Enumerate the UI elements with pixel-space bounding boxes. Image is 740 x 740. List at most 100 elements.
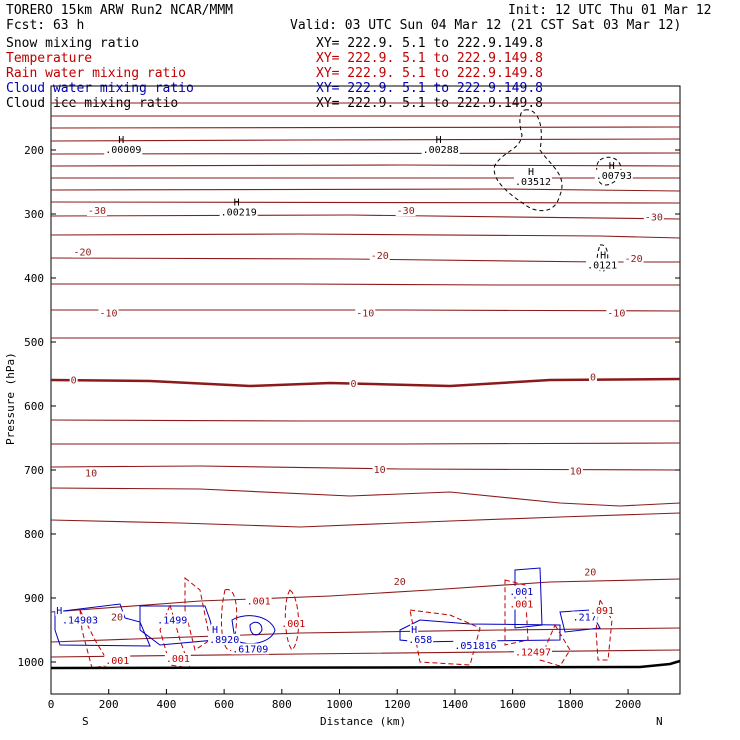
isotherm-label-bg (372, 464, 387, 476)
legend-cloud-water-label: Cloud water mixing ratio (6, 81, 194, 96)
isotherm-label-bg (583, 566, 598, 578)
cloud-water-label: .1499 (157, 616, 187, 627)
isotherm-label-bg (606, 307, 627, 319)
rain-label: .001 (509, 600, 533, 611)
isotherm-line (50, 487, 681, 507)
isotherm-label: 10 (374, 465, 386, 476)
snow-max-label-bg (421, 144, 460, 156)
contour-labels: -30 -30 -30 -20 -20 -20 -10 -10 -10 0 0 0 10 10 10 20 20… (55, 135, 664, 667)
cloud-water-label-bg (231, 643, 270, 655)
legend-cloud-water-xy: XY= 222.9. 5.1 to 222.9.149.8 (316, 81, 543, 96)
y-tick-label: 500 (24, 336, 44, 349)
snow-max-label: .0121 (587, 260, 617, 271)
cloud-water-label-bg (60, 614, 99, 626)
x-axis-title: Distance (km) (320, 715, 406, 728)
snow-max-label: .00793 (596, 171, 632, 182)
x-tick-label: 600 (214, 698, 234, 711)
valid-time: Valid: 03 UTC Sun 04 Mar 12 (21 CST Sat … (290, 18, 681, 33)
isotherm-label-bg (86, 205, 107, 216)
isotherm-label-bg (623, 253, 644, 264)
ground-line (50, 659, 681, 670)
rain-label-bg (513, 646, 552, 658)
isotherm-line (50, 164, 681, 167)
cloud-water-contour (231, 615, 276, 645)
x-tick-label: 2000 (615, 698, 642, 711)
isotherm-label-bg (98, 307, 119, 319)
isotherm-line (50, 419, 680, 422)
isotherm-label: -30 (645, 212, 663, 223)
isotherm-label: 20 (111, 612, 123, 623)
legend-temperature-label: Temperature (6, 51, 92, 66)
isotherm-line (50, 578, 681, 613)
cloud-water-label: .658 (408, 635, 432, 646)
rain-label: .001 (281, 619, 305, 630)
cloud-water-label-bg (571, 611, 598, 623)
rain-label: .091 (590, 606, 614, 617)
isotherm-label: -10 (356, 308, 374, 319)
y-tick-label: 200 (24, 144, 44, 157)
rain-contour (539, 623, 571, 667)
isotherm-label: -30 (397, 206, 415, 217)
isotherm-line (50, 233, 681, 239)
isotherm-label: -20 (371, 251, 389, 262)
legend: Snow mixing ratio XY= 222.9. 5.1 to 222.… (6, 36, 543, 111)
snow-contour (596, 156, 622, 186)
maximum-marker: H (609, 161, 615, 172)
isotherm-line (50, 512, 681, 528)
rain-label-bg (588, 605, 615, 616)
isotherm-label-bg (355, 307, 376, 319)
cloud-water-label-bg (208, 633, 241, 645)
isotherm-label: 0 (590, 372, 596, 383)
isotherm-label: 0 (71, 376, 77, 387)
cloud-water-label: H (411, 625, 417, 636)
isotherm-label: -30 (88, 206, 106, 217)
isotherm-line (50, 201, 681, 204)
isotherm-label: 10 (570, 466, 582, 477)
cloud-water-label-bg (453, 640, 498, 652)
isotherm-label-bg (110, 611, 125, 623)
isotherm-label-bg (349, 377, 358, 389)
cloud-water-label-bg (156, 614, 189, 626)
x-tick-label: 1000 (326, 698, 353, 711)
isotherm-line (51, 283, 680, 286)
isotherm-label-bg (369, 249, 390, 261)
y-tick-label: 400 (24, 272, 44, 285)
axis-ticks: 0 200 400 600 800 1000 1200 1400 1600 1800 2000200… (18, 144, 680, 711)
isotherm-line (51, 442, 681, 445)
isotherm-line (50, 465, 681, 471)
snow-max-label: .00288 (423, 145, 459, 156)
isotherm-label: 20 (394, 577, 406, 588)
x-tick-label: 800 (272, 698, 292, 711)
snow-max-label: .00009 (105, 145, 141, 156)
cloud-water-contour (249, 621, 263, 636)
isotherm-label-bg (392, 576, 407, 588)
rain-label: .001 (247, 596, 271, 607)
cloud-water-contour (399, 619, 561, 643)
isotherm-line (50, 649, 681, 658)
cloud-water-label: .051816 (454, 641, 496, 652)
x-tick-label: 1800 (557, 698, 584, 711)
x-tick-label: 1200 (384, 698, 411, 711)
snow-max-label-bg (104, 144, 143, 156)
isotherm-label: -20 (74, 248, 92, 259)
isotherm-line (50, 152, 681, 155)
cloud-water-contour (514, 567, 543, 629)
cloud-water-label-bg (211, 624, 220, 636)
x-tick-label: 1400 (442, 698, 469, 711)
cloud-water-label-bg (508, 585, 535, 597)
cloud-water-label: .217 (573, 612, 597, 623)
isotherm-label: -10 (99, 308, 117, 319)
cloud-water-label: .14903 (62, 616, 98, 627)
isotherm-label: -20 (625, 254, 643, 265)
isotherm-label-bg (69, 374, 78, 386)
x-tick-label: 200 (99, 698, 119, 711)
cloud-water-label: .001 (509, 587, 533, 598)
cloud-water-label-bg (407, 633, 434, 645)
isotherm-label-bg (643, 211, 664, 223)
rain-label: .001 (166, 654, 190, 665)
y-tick-label: 600 (24, 400, 44, 413)
isotherm-line (50, 377, 681, 388)
forecast-hour: Fcst: 63 h (6, 18, 84, 33)
x-axis-south-label: S (82, 715, 89, 728)
